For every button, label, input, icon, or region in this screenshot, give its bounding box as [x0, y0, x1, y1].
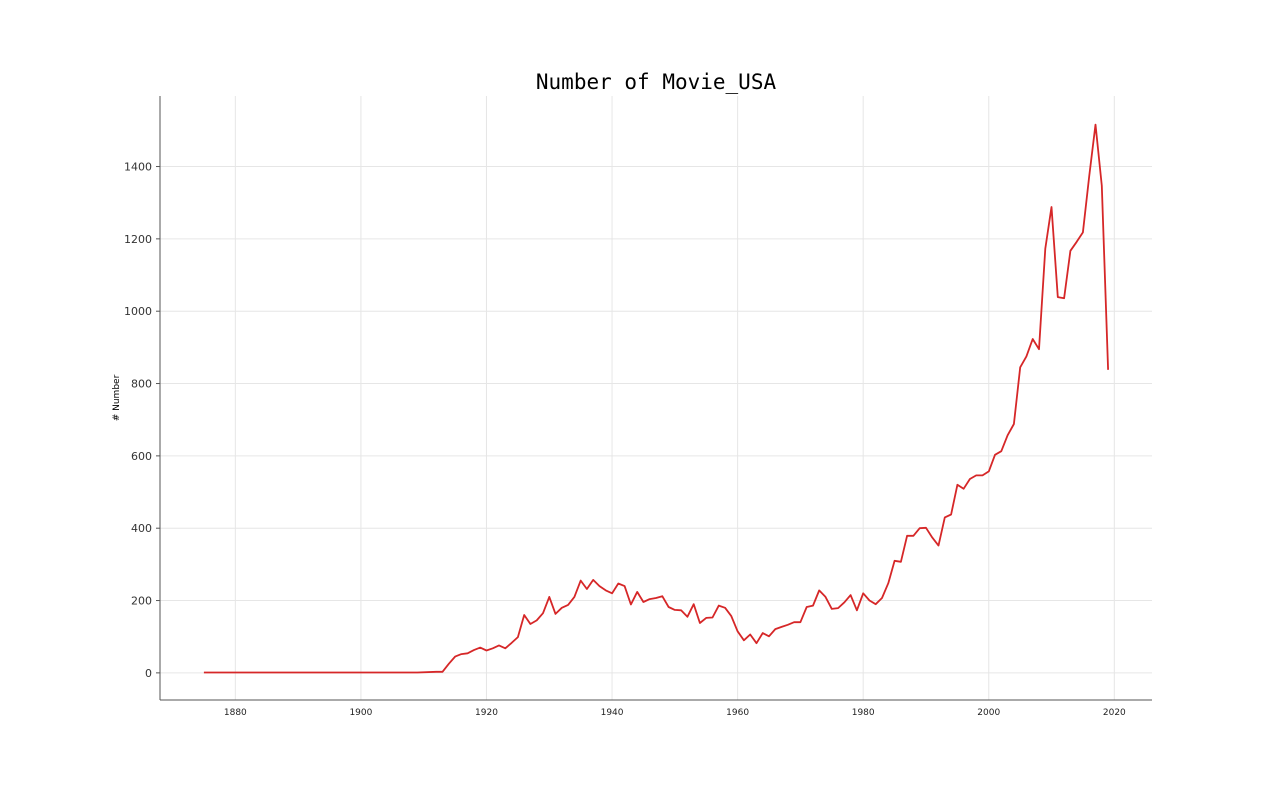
series [203, 123, 1109, 674]
x-tick-label: 1940 [601, 708, 624, 718]
y-tick-label: 1000 [124, 305, 152, 318]
y-tick-label: 400 [131, 522, 152, 535]
y-tick-label: 200 [131, 595, 152, 608]
y-tick-label: 0 [145, 667, 152, 680]
y-tick-label: 600 [131, 450, 152, 463]
x-tick-label: 1980 [852, 708, 875, 718]
x-tick-label: 2000 [977, 708, 1000, 718]
x-tick-label: 1900 [349, 708, 372, 718]
y-tick-label: 1200 [124, 233, 152, 246]
x-tick-label: 1960 [726, 708, 749, 718]
axes [159, 96, 1152, 701]
series-line [203, 123, 1109, 674]
x-tick-label: 1920 [475, 708, 498, 718]
grid [160, 96, 1152, 700]
chart-title: Number of Movie_USA [536, 70, 777, 94]
y-tick-label: 1400 [124, 161, 152, 174]
tick-labels: 1880 1900 1920 1940 1960 1980 2000 2020 0 200 400 6… [124, 161, 1126, 718]
x-tick-label: 1880 [224, 708, 247, 718]
y-tick-label: 800 [131, 378, 152, 391]
x-tick-label: 2020 [1103, 708, 1126, 718]
y-axis-label: # Number [112, 374, 122, 421]
